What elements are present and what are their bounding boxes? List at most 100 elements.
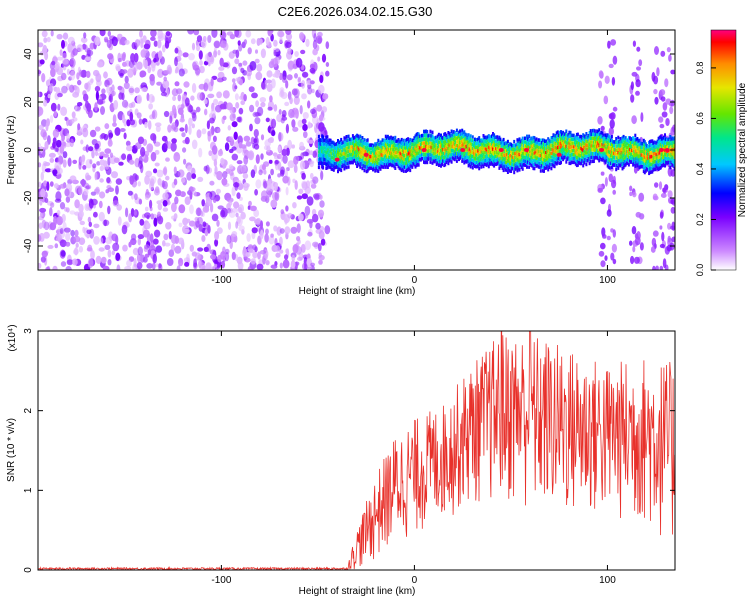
- heatmap-cell: [397, 157, 400, 161]
- heatmap-cell: [411, 138, 414, 142]
- heatmap-cell: [578, 149, 580, 153]
- heatmap-cell: [672, 164, 675, 168]
- heatmap-cell: [385, 155, 388, 160]
- heatmap-cell: [115, 65, 121, 72]
- heatmap-cell: [377, 161, 380, 166]
- heatmap-cell: [88, 221, 93, 227]
- heatmap-cell: [55, 139, 62, 148]
- heatmap-cell: [488, 158, 491, 162]
- heatmap-cell: [328, 161, 331, 165]
- heatmap-cell: [301, 181, 308, 191]
- heatmap-cell: [96, 161, 101, 166]
- heatmap-cell: [397, 161, 400, 165]
- heatmap-cell: [664, 156, 666, 160]
- heatmap-cell: [471, 166, 474, 170]
- heatmap-cell: [509, 157, 511, 162]
- snr-x-label: Height of straight line (km): [299, 586, 416, 597]
- heatmap-cell: [666, 146, 669, 150]
- heatmap-cell: [318, 122, 325, 132]
- heatmap-cell: [558, 146, 561, 150]
- heatmap-cell: [217, 149, 224, 157]
- heatmap-cell: [377, 169, 380, 173]
- heatmap-cell: [471, 150, 474, 155]
- heatmap-cell: [580, 158, 583, 162]
- heatmap-cell: [231, 153, 238, 161]
- heatmap-cell: [452, 145, 455, 149]
- heatmap-cell: [335, 145, 338, 150]
- heatmap-cell: [84, 82, 89, 90]
- heatmap-cell: [586, 135, 589, 140]
- heatmap-cell: [144, 194, 150, 200]
- heatmap-cell: [611, 76, 616, 86]
- heatmap-cell: [527, 156, 529, 160]
- heatmap-cell: [554, 138, 557, 142]
- heatmap-cell: [632, 40, 637, 47]
- heatmap-cell: [271, 130, 276, 137]
- heatmap-cell: [184, 136, 190, 145]
- heatmap-cell: [555, 146, 558, 151]
- heatmap-cell: [604, 255, 608, 261]
- heatmap-cell: [406, 153, 408, 157]
- heatmap-cell: [61, 213, 66, 223]
- heatmap-cell: [178, 222, 183, 228]
- heatmap-cell: [448, 136, 451, 140]
- heatmap-cell: [521, 167, 524, 171]
- heatmap-cell: [545, 147, 548, 151]
- heatmap-cell: [419, 138, 422, 143]
- heatmap-cell: [447, 146, 450, 150]
- heatmap-y-tick-label: 40: [23, 48, 34, 60]
- heatmap-cell: [413, 155, 416, 159]
- heatmap-cell: [358, 155, 361, 159]
- heatmap-cell: [632, 191, 637, 198]
- heatmap-cell: [458, 146, 460, 150]
- heatmap-cell: [522, 163, 525, 167]
- heatmap-cell: [652, 149, 655, 153]
- heatmap-cell: [427, 157, 430, 161]
- heatmap-cell: [595, 155, 597, 159]
- heatmap-cell: [660, 50, 666, 57]
- heatmap-cell: [99, 165, 105, 172]
- heatmap-cell: [364, 165, 367, 169]
- heatmap-cell: [510, 161, 513, 166]
- heatmap-cell: [477, 156, 480, 161]
- heatmap-cell: [641, 161, 644, 165]
- heatmap-cell: [604, 152, 607, 157]
- heatmap-cell: [139, 254, 146, 263]
- heatmap-cell: [600, 138, 603, 142]
- heatmap-cell: [649, 166, 652, 171]
- heatmap-cell: [144, 244, 150, 250]
- heatmap-cell: [356, 145, 359, 149]
- heatmap-cell: [194, 67, 201, 76]
- heatmap-cell: [235, 77, 241, 82]
- heatmap-cell: [660, 137, 663, 141]
- heatmap-cell: [38, 142, 41, 148]
- heatmap-cell: [144, 59, 148, 70]
- heatmap-cell: [64, 142, 72, 148]
- heatmap-cell: [231, 231, 238, 237]
- heatmap-cell: [531, 160, 534, 164]
- heatmap-cell: [614, 144, 617, 148]
- heatmap-cell: [464, 140, 467, 144]
- heatmap-cell: [529, 138, 532, 142]
- heatmap-cell: [175, 88, 183, 95]
- snr-x-tick-label: 100: [599, 575, 616, 586]
- heatmap-cell: [427, 138, 430, 142]
- heatmap-cell: [510, 165, 513, 170]
- heatmap-cell: [104, 148, 112, 154]
- heatmap-cell: [240, 100, 245, 106]
- heatmap-cell: [238, 225, 245, 232]
- heatmap-cell: [586, 151, 589, 155]
- heatmap-cell: [317, 154, 320, 158]
- heatmap-cell: [454, 148, 457, 152]
- heatmap-cell: [342, 159, 345, 164]
- heatmap-cell: [549, 159, 552, 163]
- heatmap-cell: [242, 173, 249, 179]
- heatmap-cell: [115, 178, 123, 185]
- heatmap-cell: [510, 158, 513, 162]
- heatmap-cell: [165, 31, 171, 37]
- heatmap-cell: [325, 62, 330, 67]
- heatmap-cell: [381, 157, 384, 161]
- heatmap-cell: [416, 162, 419, 167]
- heatmap-cell: [249, 61, 257, 71]
- heatmap-cell: [204, 228, 209, 237]
